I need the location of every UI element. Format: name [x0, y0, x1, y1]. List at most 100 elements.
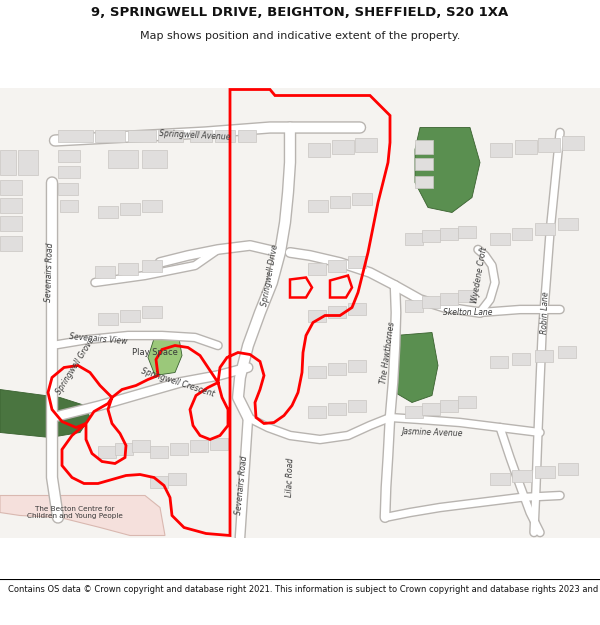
- Polygon shape: [308, 199, 328, 211]
- Polygon shape: [422, 296, 440, 308]
- Polygon shape: [415, 158, 433, 169]
- Polygon shape: [142, 149, 167, 168]
- Polygon shape: [328, 362, 346, 374]
- Polygon shape: [355, 138, 377, 151]
- Text: Springwell Crescent: Springwell Crescent: [140, 366, 216, 399]
- Polygon shape: [150, 476, 168, 488]
- Text: Wyedene Croft: Wyedene Croft: [470, 247, 490, 304]
- Polygon shape: [142, 199, 162, 211]
- Polygon shape: [308, 309, 326, 321]
- Polygon shape: [512, 469, 532, 481]
- Text: Skelton Lane: Skelton Lane: [443, 308, 493, 317]
- Polygon shape: [415, 127, 480, 212]
- Polygon shape: [535, 349, 553, 361]
- Text: Contains OS data © Crown copyright and database right 2021. This information is : Contains OS data © Crown copyright and d…: [8, 585, 600, 594]
- Polygon shape: [120, 309, 140, 321]
- Polygon shape: [415, 139, 433, 154]
- Text: Jasmine Avenue: Jasmine Avenue: [401, 427, 463, 438]
- Polygon shape: [58, 166, 80, 177]
- Polygon shape: [440, 399, 458, 411]
- Polygon shape: [332, 139, 354, 154]
- Polygon shape: [308, 406, 326, 418]
- Text: Robin Lane: Robin Lane: [540, 291, 550, 334]
- Polygon shape: [490, 232, 510, 244]
- Polygon shape: [348, 302, 366, 314]
- Polygon shape: [512, 228, 532, 239]
- Polygon shape: [0, 389, 90, 438]
- Polygon shape: [190, 439, 208, 451]
- Polygon shape: [170, 442, 188, 454]
- Polygon shape: [168, 472, 186, 484]
- Polygon shape: [348, 256, 366, 268]
- Polygon shape: [490, 472, 510, 484]
- Polygon shape: [158, 129, 183, 141]
- Polygon shape: [490, 356, 508, 367]
- Polygon shape: [0, 216, 22, 231]
- Polygon shape: [0, 496, 165, 536]
- Polygon shape: [142, 259, 162, 271]
- Polygon shape: [150, 446, 168, 458]
- Polygon shape: [98, 206, 118, 217]
- Polygon shape: [558, 346, 576, 358]
- Polygon shape: [58, 182, 78, 194]
- Polygon shape: [405, 406, 423, 418]
- Polygon shape: [458, 396, 476, 408]
- Polygon shape: [512, 352, 530, 364]
- Polygon shape: [128, 129, 156, 141]
- Polygon shape: [558, 217, 578, 229]
- Polygon shape: [405, 299, 423, 311]
- Polygon shape: [215, 129, 235, 141]
- Polygon shape: [308, 142, 330, 156]
- Polygon shape: [210, 438, 228, 449]
- Polygon shape: [115, 442, 133, 454]
- Polygon shape: [538, 138, 560, 151]
- Text: Lilac Road: Lilac Road: [285, 458, 295, 498]
- Polygon shape: [405, 232, 423, 244]
- Text: 9, SPRINGWELL DRIVE, BEIGHTON, SHEFFIELD, S20 1XA: 9, SPRINGWELL DRIVE, BEIGHTON, SHEFFIELD…: [91, 6, 509, 19]
- Polygon shape: [535, 222, 555, 234]
- Polygon shape: [0, 149, 16, 174]
- Polygon shape: [58, 129, 93, 141]
- Polygon shape: [108, 149, 138, 168]
- Text: Sevenairs Road: Sevenairs Road: [44, 242, 56, 302]
- Polygon shape: [98, 312, 118, 324]
- Polygon shape: [348, 399, 366, 411]
- Text: Play Space: Play Space: [132, 348, 178, 357]
- Polygon shape: [238, 129, 256, 141]
- Polygon shape: [308, 262, 326, 274]
- Polygon shape: [60, 199, 78, 211]
- Polygon shape: [98, 446, 116, 458]
- Polygon shape: [0, 236, 22, 251]
- Polygon shape: [18, 149, 38, 174]
- Polygon shape: [562, 136, 584, 149]
- Polygon shape: [415, 176, 433, 188]
- Polygon shape: [328, 306, 346, 318]
- Polygon shape: [58, 149, 80, 161]
- Polygon shape: [330, 196, 350, 208]
- Polygon shape: [558, 462, 578, 474]
- Polygon shape: [440, 228, 458, 239]
- Text: Springwell Drive: Springwell Drive: [260, 244, 280, 307]
- Polygon shape: [132, 439, 150, 451]
- Text: Springwell Avenue: Springwell Avenue: [159, 129, 231, 142]
- Polygon shape: [148, 332, 182, 376]
- Polygon shape: [458, 289, 476, 301]
- Polygon shape: [95, 266, 115, 278]
- Polygon shape: [328, 402, 346, 414]
- Polygon shape: [348, 359, 366, 371]
- Text: Map shows position and indicative extent of the property.: Map shows position and indicative extent…: [140, 31, 460, 41]
- Polygon shape: [458, 226, 476, 238]
- Polygon shape: [515, 139, 537, 154]
- Text: The Becton Centre for
Children and Young People: The Becton Centre for Children and Young…: [27, 506, 123, 519]
- Polygon shape: [142, 306, 162, 318]
- Text: Springwell Grove: Springwell Grove: [54, 336, 96, 396]
- Polygon shape: [328, 259, 346, 271]
- Polygon shape: [120, 202, 140, 214]
- Polygon shape: [308, 366, 326, 378]
- Polygon shape: [390, 332, 438, 402]
- Polygon shape: [0, 179, 22, 194]
- Polygon shape: [422, 229, 440, 241]
- Polygon shape: [352, 192, 372, 204]
- Polygon shape: [118, 262, 138, 274]
- Text: Sevenairs View: Sevenairs View: [68, 332, 127, 346]
